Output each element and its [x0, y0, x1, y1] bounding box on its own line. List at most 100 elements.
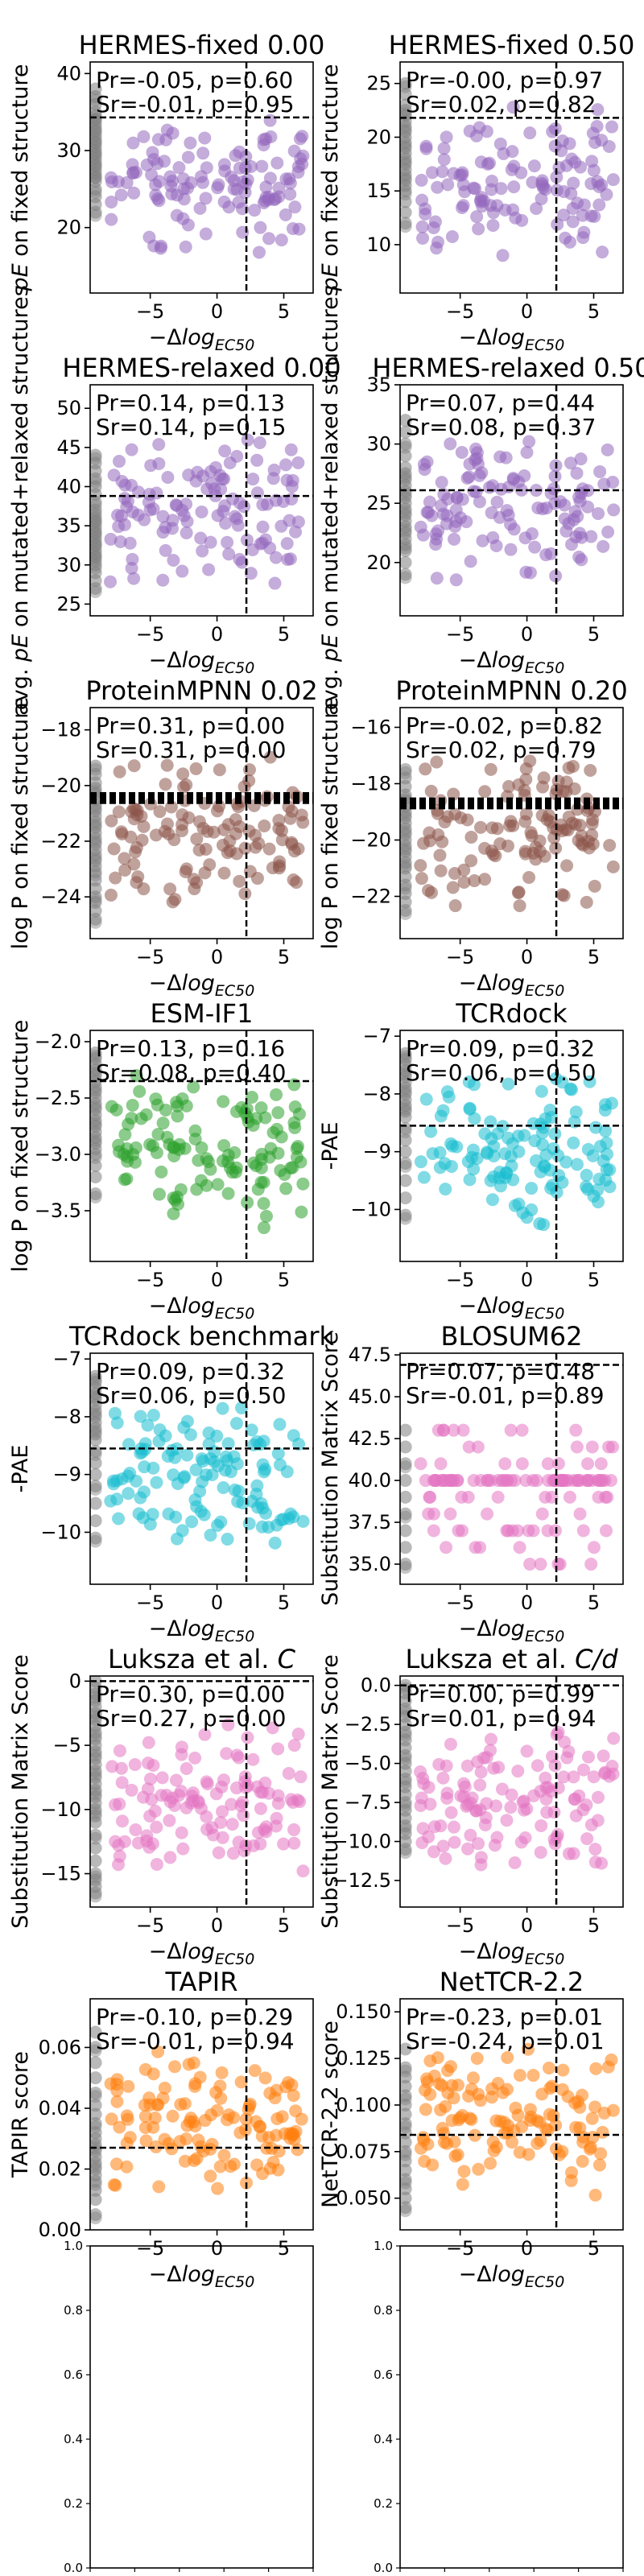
data-point: [581, 1142, 595, 1156]
data-point: [526, 1117, 540, 1130]
data-point: [125, 561, 138, 575]
data-point: [177, 780, 191, 794]
data-point: [441, 178, 455, 192]
data-point: [511, 2108, 525, 2122]
data-point: [474, 1765, 488, 1779]
gray-point: [90, 1828, 102, 1842]
data-point: [430, 242, 444, 255]
data-point: [424, 886, 438, 899]
data-point: [222, 2108, 236, 2122]
data-point: [258, 2071, 272, 2085]
gray-point: [400, 1174, 412, 1187]
data-point: [246, 1752, 260, 1766]
data-point: [548, 1127, 562, 1141]
data-point: [490, 495, 504, 509]
y-tick-label: 0.4: [374, 2432, 393, 2446]
data-point: [595, 134, 609, 147]
data-point: [511, 1765, 525, 1778]
data-point: [498, 1457, 512, 1471]
data-point: [555, 888, 569, 902]
data-point: [242, 763, 256, 777]
data-point: [447, 2091, 460, 2105]
data-point: [568, 1792, 582, 1806]
y-tick-label: 25: [56, 592, 81, 615]
data-point: [257, 1221, 270, 1235]
data-point: [211, 1178, 225, 1191]
data-point: [464, 854, 478, 868]
data-point: [146, 146, 159, 159]
subplot-10: −5 0 5 35.0 37.5 40.0 42.5 45.0 47.5 BLOSUM62 Pr=0…: [318, 1321, 624, 1645]
data-point: [211, 1518, 225, 1532]
subplot-title: TCRdock: [455, 998, 568, 1029]
data-point: [541, 1524, 555, 1538]
gray-point: [90, 2041, 102, 2054]
x-tick-label: 5: [588, 623, 600, 646]
points-layer: [90, 1353, 313, 1584]
subplot-8: −5 0 5 −10 −9 −8 −7 TCRdock Pr=0.09, p=0.32Sr=0.…: [318, 998, 624, 1323]
data-point: [233, 874, 246, 888]
y-tick-label: −12.5: [332, 1869, 391, 1892]
data-point: [166, 126, 180, 140]
data-point: [129, 845, 142, 859]
data-point: [112, 805, 126, 819]
data-point: [449, 514, 463, 528]
data-point: [594, 2147, 608, 2161]
data-point: [233, 145, 246, 159]
data-point: [150, 1146, 163, 1159]
data-point: [577, 225, 591, 239]
gray-point: [400, 76, 412, 90]
y-tick-label: −20: [350, 829, 391, 852]
data-point: [272, 861, 286, 875]
y-tick-label: 0.00: [39, 2219, 81, 2241]
y-tick-label: 45.0: [349, 1385, 391, 1408]
data-point: [223, 456, 237, 470]
data-point: [588, 1843, 602, 1856]
data-point: [287, 1429, 300, 1443]
data-point: [105, 814, 118, 828]
gray-point: [90, 1191, 102, 1203]
subplot-title: Luksza et al. C: [108, 1644, 296, 1674]
data-point: [587, 1770, 601, 1784]
y-tick-label: 1.0: [374, 2239, 393, 2253]
subplot-title: ESM-IF1: [151, 998, 254, 1029]
data-point: [130, 1474, 143, 1488]
gray-point: [400, 1705, 412, 1719]
gray-point: [400, 2204, 412, 2218]
data-point: [218, 499, 232, 513]
y-tick-label: −22: [350, 886, 391, 908]
data-point: [150, 1476, 163, 1489]
gray-point: [90, 894, 102, 907]
data-point: [473, 2094, 487, 2107]
data-point: [194, 1174, 208, 1187]
data-point: [588, 2188, 602, 2202]
data-point: [167, 1191, 180, 1205]
data-point: [212, 178, 225, 192]
x-axis-label: −ΔlogEC50: [459, 325, 565, 354]
data-point: [580, 1168, 593, 1182]
correlation-stat: Pr=-0.10, p=0.29: [96, 2004, 293, 2030]
gray-point: [400, 195, 412, 208]
data-point: [436, 1104, 450, 1117]
y-tick-label: 37.5: [349, 1511, 391, 1534]
points-layer: [90, 708, 313, 939]
data-point: [437, 142, 451, 155]
gray-point: [90, 1456, 102, 1470]
data-point: [114, 535, 127, 549]
data-point: [416, 231, 430, 245]
data-point: [460, 1759, 474, 1773]
data-point: [584, 1558, 598, 1571]
data-point: [527, 159, 541, 173]
data-point: [576, 2154, 589, 2168]
data-point: [606, 475, 620, 489]
subplot-title: TCRdock benchmark: [68, 1321, 335, 1352]
data-point: [262, 842, 276, 856]
data-point: [230, 1457, 244, 1471]
data-point: [576, 1524, 590, 1538]
subplot-title: HERMES-relaxed 0.00: [62, 353, 341, 383]
data-point: [155, 1165, 168, 1179]
subplot-7: −5 0 5 −3.5 −3.0 −2.5 −2.0 ESM-IF1 Pr=0.13, p=0.…: [8, 998, 314, 1323]
data-point: [185, 1515, 199, 1529]
data-point: [522, 2148, 535, 2161]
data-point: [211, 509, 225, 522]
